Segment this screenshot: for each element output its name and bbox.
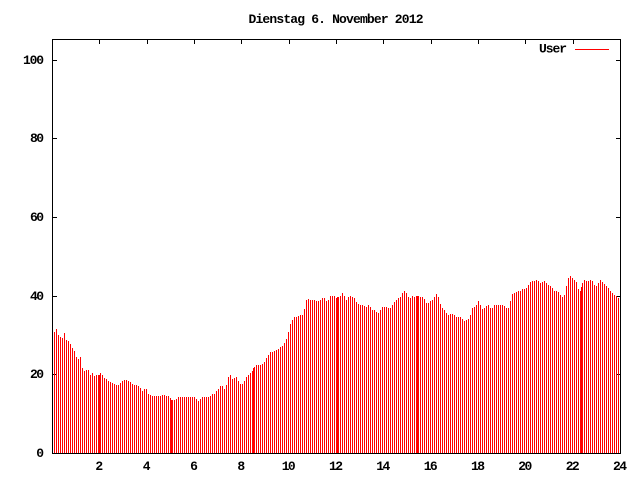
svg-text:User: User: [539, 42, 567, 57]
svg-text:20: 20: [518, 459, 532, 474]
svg-text:12: 12: [329, 459, 343, 474]
svg-text:20: 20: [30, 367, 44, 382]
svg-text:100: 100: [23, 53, 44, 68]
svg-text:16: 16: [424, 459, 438, 474]
svg-text:14: 14: [376, 459, 390, 474]
svg-text:2: 2: [95, 459, 103, 474]
svg-text:24: 24: [613, 459, 627, 474]
svg-text:6: 6: [190, 459, 198, 474]
svg-text:Dienstag 6. November 2012: Dienstag 6. November 2012: [249, 12, 424, 27]
svg-text:10: 10: [282, 459, 296, 474]
svg-text:80: 80: [30, 131, 44, 146]
svg-text:60: 60: [30, 210, 44, 225]
svg-text:22: 22: [566, 459, 580, 474]
svg-text:4: 4: [143, 459, 151, 474]
svg-text:0: 0: [36, 446, 44, 461]
svg-text:8: 8: [237, 459, 245, 474]
svg-text:18: 18: [471, 459, 485, 474]
svg-text:40: 40: [30, 289, 44, 304]
